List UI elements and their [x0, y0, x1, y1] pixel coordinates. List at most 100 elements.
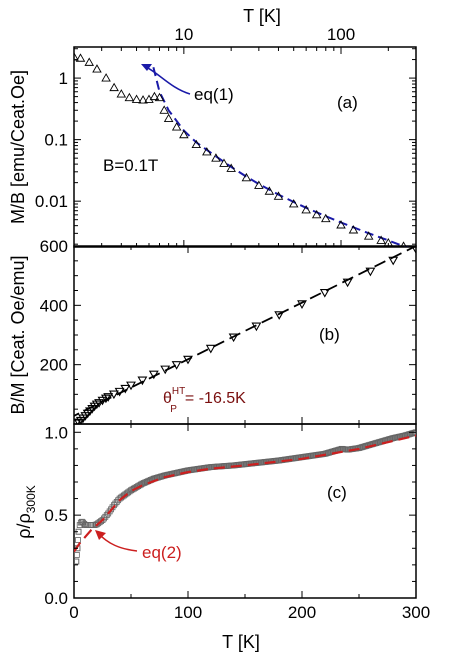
panel-c: 0.0 0.5 1.0 0 100 200 300 ρ/ρ300K T [K] (c) eq… — [14, 423, 430, 652]
panel-a-data-point — [219, 158, 229, 167]
panel-a-eq1-fit-line — [152, 67, 410, 247]
panel-b-data-point — [342, 278, 353, 288]
panel-b-theta-annotation: θHT P = -16.5K — [163, 386, 246, 415]
panel-a-data-point — [336, 220, 346, 229]
panel-c-ytick-label: 0.0 — [44, 589, 68, 608]
panel-a-ylabel: M/B [emu/Ceat.Oe] — [8, 70, 28, 224]
panel-a-data-point — [84, 57, 95, 66]
panel-b-data-point — [148, 370, 159, 380]
panel-b-ytick-label: 400 — [40, 296, 68, 315]
panel-a-data-point — [363, 231, 374, 240]
panel-b-data-point — [274, 311, 285, 320]
panel-a-data-point — [226, 163, 236, 172]
panel-b-data-point — [91, 400, 102, 410]
panel-b-data-point — [103, 393, 114, 402]
panel-b-data-point — [183, 355, 193, 365]
panel-b-ytick-label: 200 — [40, 356, 68, 375]
panel-b-data-point — [108, 390, 119, 400]
panel-a-data-point — [191, 139, 202, 149]
panel-a-data-point — [124, 92, 135, 102]
panel-b-data-point — [171, 361, 182, 370]
panel-a-data-point — [171, 122, 182, 131]
panel-a-data-point — [376, 235, 386, 244]
panel-b-ytick-label: 600 — [40, 237, 68, 256]
panel-a-data-point — [138, 95, 148, 104]
panel-a-frame — [73, 46, 417, 248]
panel-a-data-point — [273, 191, 284, 200]
panel-c-label: (c) — [327, 483, 347, 502]
panel-c-axes: 0.0 0.5 1.0 0 100 200 300 — [44, 423, 430, 622]
panel-a-data-point — [75, 53, 86, 62]
panel-b-data-point — [388, 256, 399, 266]
panel-a-data-point — [202, 147, 212, 156]
panel-c-data-point — [74, 552, 80, 558]
panel-a-eq-label: eq(1) — [194, 85, 234, 104]
panel-b-data-point — [319, 289, 330, 298]
panel-b-axes: 200 400 600 — [40, 237, 417, 425]
panel-a-data-point — [116, 89, 127, 98]
panel-c-ylabel: ρ/ρ300K — [14, 485, 38, 539]
panel-a-data-point — [131, 94, 142, 103]
theta-superscript: HT — [172, 386, 185, 397]
panel-a-data-point — [301, 205, 311, 214]
panel-a-top-xtick-label: 100 — [327, 25, 355, 44]
panel-b-data-point — [251, 322, 262, 332]
panel-a-marks — [74, 52, 416, 247]
panel-c-xtick-label: 0 — [69, 603, 78, 622]
panel-b-data-point — [365, 267, 376, 277]
panel-b-label: (b) — [319, 325, 340, 344]
panel-a-data-point — [109, 82, 119, 92]
panel-c-ylabel-main: ρ/ρ — [14, 513, 34, 538]
panel-a-data-point — [254, 180, 264, 189]
panel-b-ylabel: B/M [Ceat. Oe/emu] — [8, 255, 28, 414]
panel-b-data-point — [205, 344, 216, 354]
panel-b-data-point — [100, 394, 111, 404]
panel-b-data-point — [120, 384, 131, 394]
panel-b-data-point — [228, 333, 239, 343]
panel-a-data-point — [311, 209, 322, 219]
panel-b-data-point — [74, 418, 84, 424]
panel-b-data-point — [297, 300, 307, 309]
panel-c-xtick-label: 100 — [174, 603, 202, 622]
panel-b: 200 400 600 B/M [Ceat. Oe/emu] (b) θHT P = -… — [8, 237, 417, 425]
panel-a-top-xtick-label: 10 — [174, 25, 193, 44]
panel-a-axes: 1 0.1 0.01 10 100 — [35, 25, 417, 247]
panel-a-data-point — [264, 186, 275, 195]
panel-a-top-xlabel: T [K] — [243, 6, 281, 26]
panel-c-data-point — [75, 537, 81, 543]
panel-b-data-point — [94, 399, 105, 408]
panel-a-data-point — [92, 64, 102, 73]
theta-subscript: P — [170, 404, 177, 415]
panel-b-data-point — [160, 365, 171, 375]
panel-a-field-annotation: B=0.1T — [103, 156, 158, 175]
panel-a-data-point — [74, 52, 79, 61]
panel-b-data-point — [126, 381, 136, 391]
panel-b-data-point — [411, 246, 416, 255]
panel-a-data-point — [101, 73, 111, 82]
panel-c-marks — [74, 429, 416, 565]
theta-symbol: θ — [163, 390, 172, 407]
panel-a-ytick-label: 0.1 — [44, 131, 68, 150]
panel-a-data-point — [149, 91, 160, 101]
panel-c-eq-label: eq(2) — [142, 543, 182, 562]
panel-a-data-point — [163, 113, 174, 123]
panel-a-ytick-label: 0.01 — [35, 192, 68, 211]
panel-c-eq2-fit-line — [74, 434, 416, 553]
theta-value: = -16.5K — [185, 390, 246, 407]
panel-c-eq-arrow — [95, 530, 138, 552]
panel-b-data-point — [114, 387, 125, 397]
panel-a-data-point — [348, 225, 359, 234]
panel-c-xlabel: T [K] — [222, 632, 260, 652]
panel-a-data-point — [211, 153, 221, 162]
panel-a-data-point — [321, 213, 331, 223]
panel-a-data-point — [241, 172, 252, 182]
panel-c-xtick-label: 200 — [288, 603, 316, 622]
panel-a-eq-arrow — [141, 64, 191, 95]
panel-b-marks — [74, 246, 416, 424]
panel-c-data-point — [74, 558, 80, 565]
panel-c-ytick-label: 1.0 — [44, 423, 68, 442]
panel-c-xtick-label: 300 — [402, 603, 430, 622]
panel-a-data-point — [179, 129, 189, 139]
panel-a-ytick-label: 1 — [59, 69, 68, 88]
